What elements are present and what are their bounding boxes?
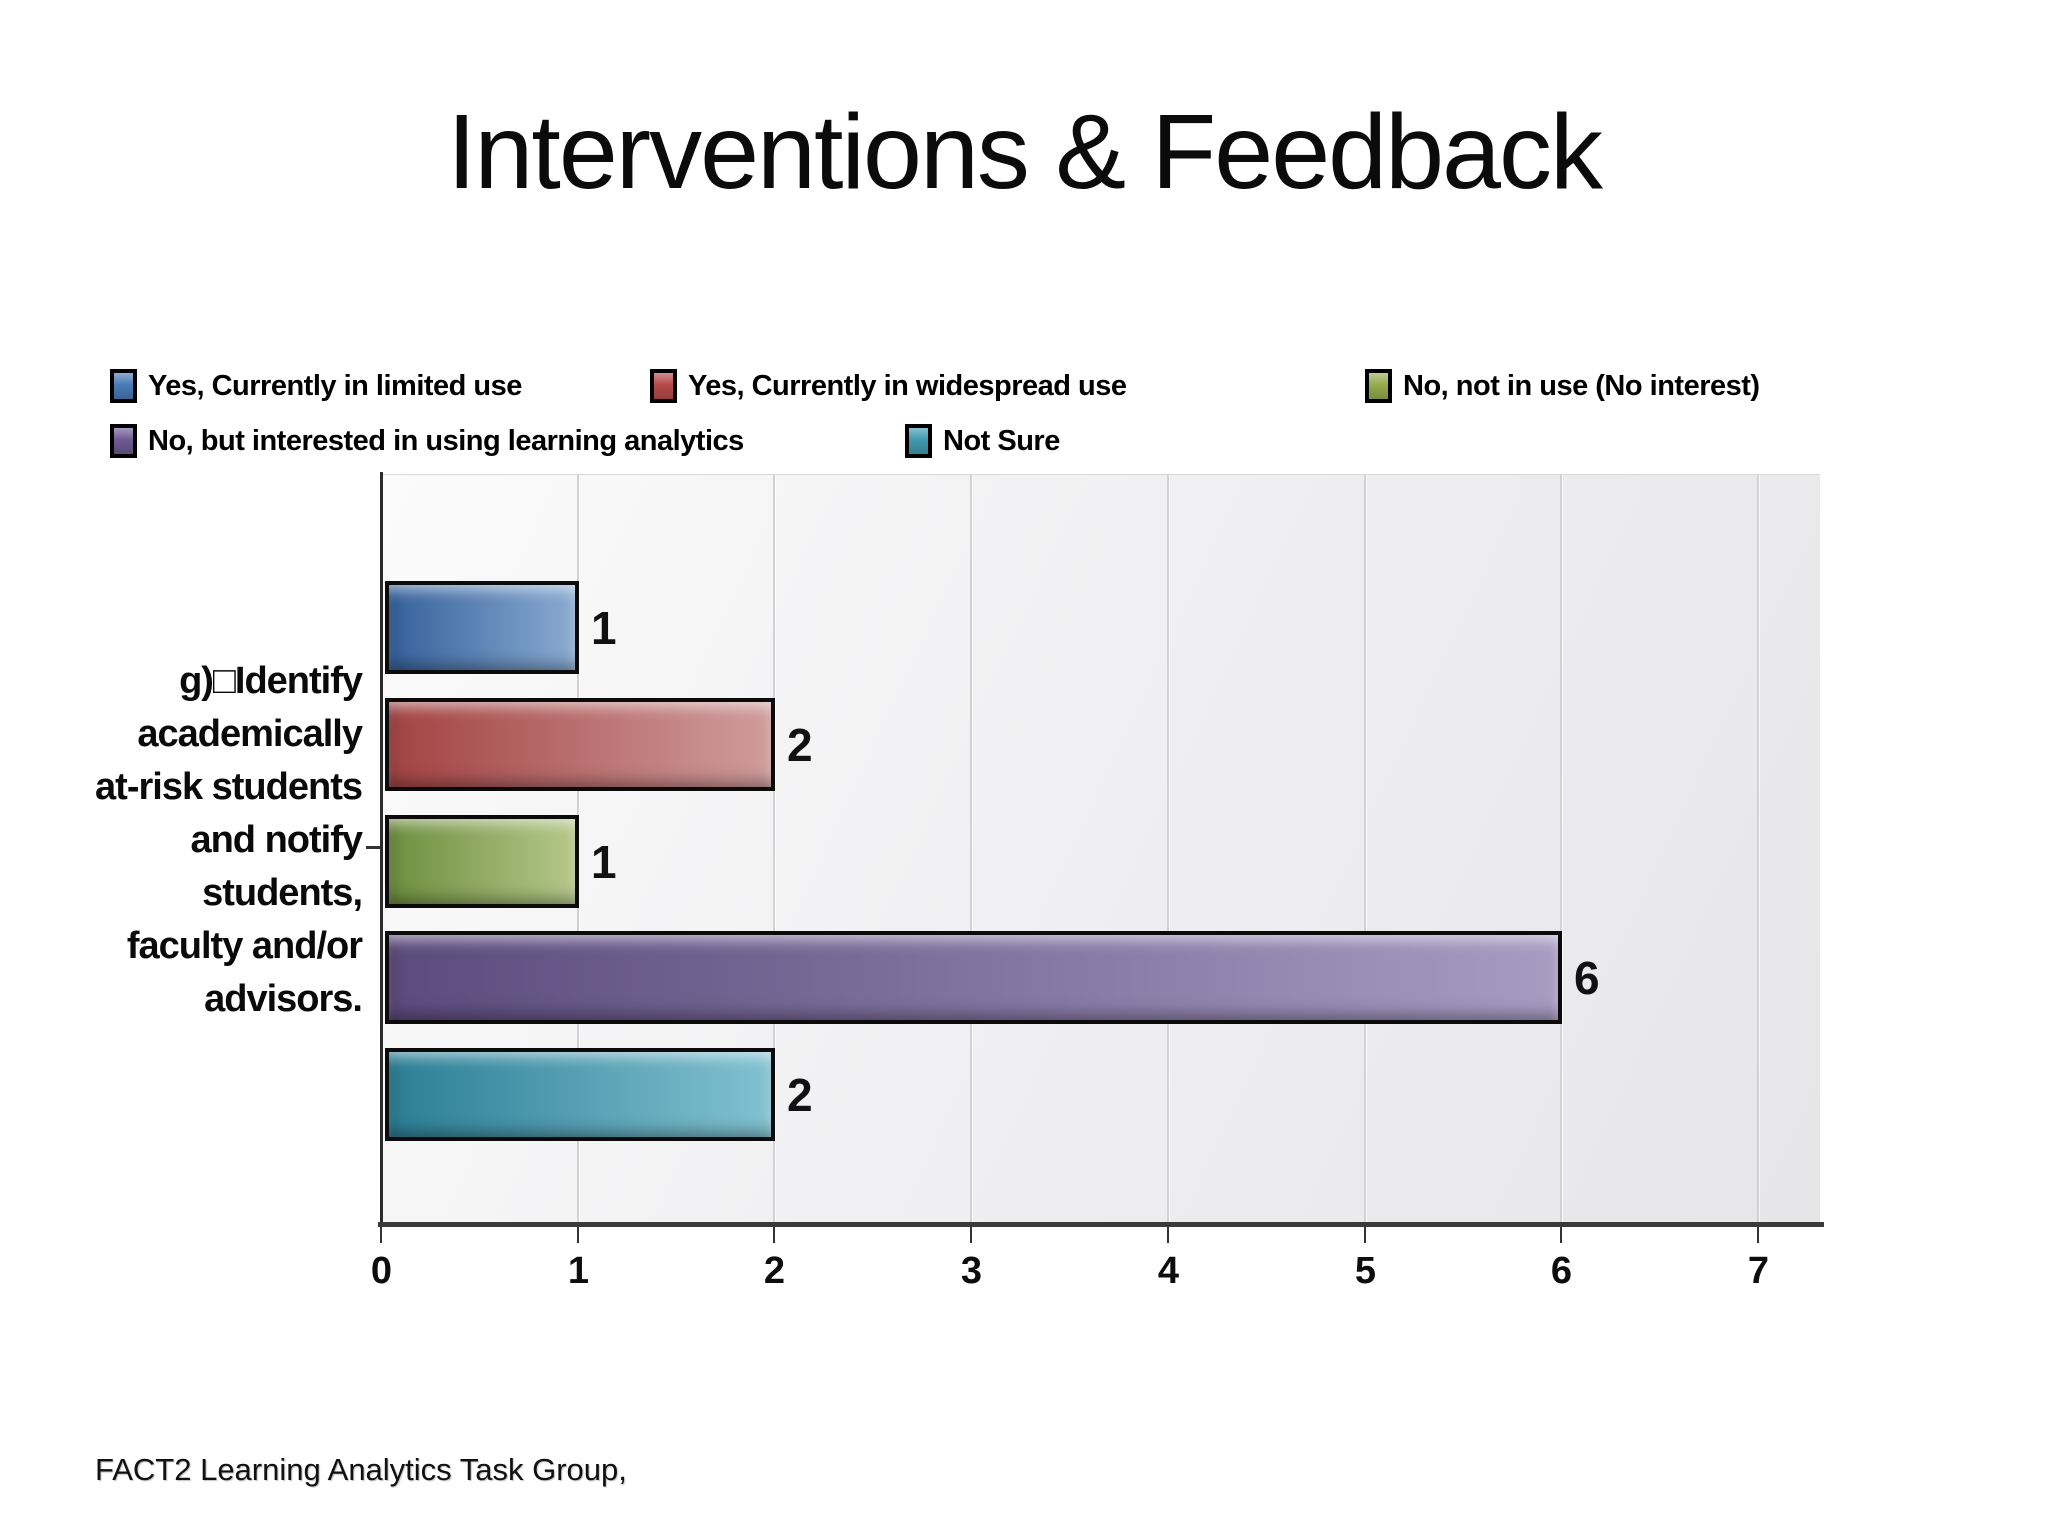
legend-item: Yes, Currently in limited use <box>110 366 522 406</box>
legend-label: Not Sure <box>943 424 1060 457</box>
legend-swatch-icon <box>650 369 677 403</box>
x-tick-mark <box>1757 1227 1759 1243</box>
legend-label: No, but interested in using learning ana… <box>148 424 744 457</box>
legend-item: No, not in use (No interest) <box>1365 366 1760 406</box>
legend-item: Yes, Currently in widespread use <box>650 366 1127 406</box>
gridline <box>1364 475 1366 1223</box>
x-tick-label: 0 <box>370 1250 392 1292</box>
x-tick-mark <box>773 1227 775 1243</box>
legend-item: Not Sure <box>905 421 1060 461</box>
x-tick-label: 1 <box>567 1250 589 1292</box>
gridline <box>1560 475 1562 1223</box>
category-label-line: academically <box>137 713 363 755</box>
bar-value-label: 2 <box>787 719 813 771</box>
bar-value-label: 2 <box>787 1069 813 1121</box>
x-tick-mark <box>577 1227 579 1243</box>
y-axis-category-label: g)□Identify academically at-risk students a… <box>0 655 363 1026</box>
legend-swatch-icon <box>1365 369 1392 403</box>
category-label-line: and notify <box>190 819 363 861</box>
bar-value-label: 1 <box>591 602 617 654</box>
plot-area: 1 2 1 6 2 <box>382 474 1820 1223</box>
y-axis-line <box>380 472 383 1226</box>
x-tick-mark <box>1167 1227 1169 1243</box>
bar-value-label: 6 <box>1574 952 1600 1004</box>
x-tick-mark <box>380 1227 382 1243</box>
legend-label: Yes, Currently in limited use <box>148 369 522 402</box>
gridline <box>970 475 972 1223</box>
bar <box>385 581 579 674</box>
x-tick-label: 6 <box>1550 1250 1572 1292</box>
x-axis-line <box>378 1222 1824 1227</box>
bar <box>385 815 579 908</box>
category-label-line: at-risk students <box>95 766 363 808</box>
x-tick-label: 2 <box>763 1250 785 1292</box>
category-label-line: advisors. <box>204 978 363 1020</box>
bar <box>385 931 1562 1024</box>
legend-swatch-icon <box>905 424 932 458</box>
legend-swatch-icon <box>110 424 137 458</box>
bar <box>385 1048 775 1141</box>
bar <box>385 698 775 791</box>
legend-swatch-icon <box>110 369 137 403</box>
footer-note: FACT2 Learning Analytics Task Group, <box>95 1452 627 1487</box>
legend-label: Yes, Currently in widespread use <box>688 369 1127 402</box>
y-axis-category-tick <box>366 846 381 849</box>
x-tick-mark <box>1364 1227 1366 1243</box>
legend-label: No, not in use (No interest) <box>1403 369 1760 402</box>
category-label-line: faculty and/or <box>126 925 363 967</box>
x-tick-mark <box>970 1227 972 1243</box>
bar-value-label: 1 <box>591 836 617 888</box>
x-tick-mark <box>1560 1227 1562 1243</box>
x-tick-label: 4 <box>1157 1250 1179 1292</box>
x-tick-label: 3 <box>960 1250 982 1292</box>
category-label-line: students, <box>202 872 363 914</box>
gridline <box>1757 475 1759 1223</box>
x-tick-label: 7 <box>1747 1250 1769 1292</box>
gridline <box>1167 475 1169 1223</box>
gridline <box>773 475 775 1223</box>
page-title: Interventions & Feedback <box>446 93 1603 211</box>
x-tick-label: 5 <box>1354 1250 1376 1292</box>
category-label-line: g)□Identify <box>179 660 363 702</box>
legend-item: No, but interested in using learning ana… <box>110 421 744 461</box>
